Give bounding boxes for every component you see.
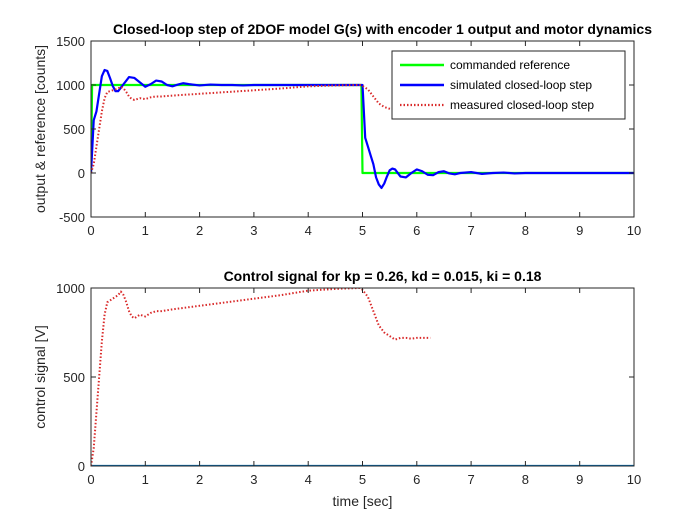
x-tick-label: 8 <box>522 472 529 487</box>
y-tick-label: 0 <box>78 459 85 474</box>
x-tick-label: 8 <box>522 223 529 238</box>
plot-area <box>91 288 634 466</box>
y-tick-label: 500 <box>63 370 85 385</box>
x-tick-label: 6 <box>413 472 420 487</box>
x-tick-label: 7 <box>467 472 474 487</box>
x-tick-label: 0 <box>87 223 94 238</box>
x-tick-label: 5 <box>359 223 366 238</box>
y-axis-label: control signal [V] <box>32 325 48 429</box>
legend-entry-label: simulated closed-loop step <box>450 78 592 92</box>
legend-entry-label: commanded reference <box>450 58 570 72</box>
x-tick-label: 1 <box>142 472 149 487</box>
chart-title: Closed-loop step of 2DOF model G(s) with… <box>113 21 652 37</box>
x-tick-label: 7 <box>467 223 474 238</box>
bottom-chart: 0 1 2 3 4 5 6 7 8 9 10 0 500 1000 Control signal for k… <box>32 268 641 509</box>
chart-title: Control signal for kp = 0.26, kd = 0.015… <box>224 268 542 284</box>
x-tick-label: 4 <box>305 472 312 487</box>
y-axis-label: output & reference [counts] <box>32 45 48 213</box>
legend-entry-label: measured closed-loop step <box>450 98 594 112</box>
y-tick-label: -500 <box>59 210 85 225</box>
x-tick-label: 3 <box>250 223 257 238</box>
y-tick-label: 1000 <box>56 281 85 296</box>
series-line-2 <box>91 84 431 174</box>
x-tick-label: 6 <box>413 223 420 238</box>
y-tick-label: 500 <box>63 122 85 137</box>
x-tick-label: 5 <box>359 472 366 487</box>
x-tick-label: 9 <box>576 472 583 487</box>
x-tick-label: 10 <box>627 472 641 487</box>
y-tick-label: 1500 <box>56 34 85 49</box>
x-tick-label: 10 <box>627 223 641 238</box>
x-tick-label: 1 <box>142 223 149 238</box>
x-tick-label: 2 <box>196 223 203 238</box>
series-line-1 <box>91 288 431 466</box>
x-tick-label: 4 <box>305 223 312 238</box>
y-tick-label: 1000 <box>56 78 85 93</box>
series-line-1 <box>91 68 634 190</box>
y-tick-label: 0 <box>78 166 85 181</box>
legend: commanded reference simulated closed-loop… <box>391 50 626 120</box>
top-chart: 0 1 2 3 4 5 6 7 8 9 10-500050010001500Closed-loop … <box>32 21 652 238</box>
x-tick-label: 3 <box>250 472 257 487</box>
x-axis-label: time [sec] <box>333 493 393 509</box>
x-tick-label: 9 <box>576 223 583 238</box>
x-tick-label: 0 <box>87 472 94 487</box>
x-tick-label: 2 <box>196 472 203 487</box>
